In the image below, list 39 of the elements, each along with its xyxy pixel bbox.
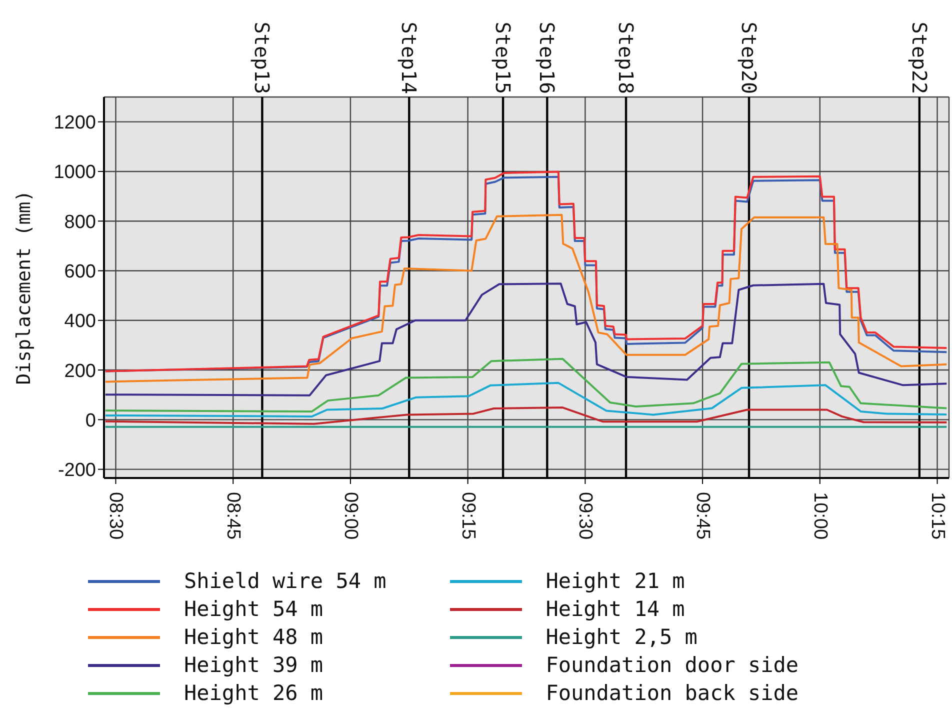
legend-label: Shield wire 54 m xyxy=(184,569,386,593)
line-series xyxy=(104,282,948,396)
x-tick-label: 10:15 xyxy=(926,492,948,540)
ref-line-label: Step13 xyxy=(250,22,274,94)
y-tick-label: 600 xyxy=(64,261,96,282)
legend-label: Height 14 m xyxy=(546,597,685,621)
x-tick-label: 09:30 xyxy=(574,492,596,540)
x-tick-label: 08:30 xyxy=(105,492,126,540)
x-tick-label: 10:00 xyxy=(809,492,830,540)
line-series xyxy=(104,358,948,412)
x-tick-label: 09:00 xyxy=(340,492,361,540)
y-tick-label: 0 xyxy=(85,410,96,432)
ref-line-label: Step16 xyxy=(535,22,560,94)
y-tick-label: 200 xyxy=(64,360,96,382)
x-tick-label: 09:15 xyxy=(457,492,478,540)
ref-line-label: Step14 xyxy=(397,22,422,94)
legend-label: Height 2,5 m xyxy=(546,625,698,649)
legend-label: Height 26 m xyxy=(184,681,324,705)
ref-line-label: Step22 xyxy=(907,22,932,94)
legend-label: Foundation door side xyxy=(546,653,799,677)
legend-label: Height 48 m xyxy=(184,625,324,649)
y-tick-label: 1200 xyxy=(54,112,96,134)
line-series xyxy=(104,214,948,383)
legend-label: Height 39 m xyxy=(184,653,324,677)
x-tick-label: 09:45 xyxy=(692,492,714,540)
y-axis-title: Displacement (mm) xyxy=(13,190,35,385)
y-tick-label: 400 xyxy=(64,311,96,332)
legend-label: Height 21 m xyxy=(546,569,685,593)
y-tick-label: 800 xyxy=(64,212,96,233)
ref-line-label: Step18 xyxy=(614,22,638,94)
line-series xyxy=(104,382,948,418)
x-tick-label: 08:45 xyxy=(222,492,244,540)
ref-line-label: Step20 xyxy=(737,22,762,94)
line-series xyxy=(104,406,948,425)
y-tick-label: -200 xyxy=(58,460,96,482)
legend-label: Height 54 m xyxy=(184,597,324,621)
legend-label: Foundation back side xyxy=(546,681,799,705)
y-tick-label: 1000 xyxy=(54,162,96,184)
ref-line-label: Step15 xyxy=(491,22,516,94)
